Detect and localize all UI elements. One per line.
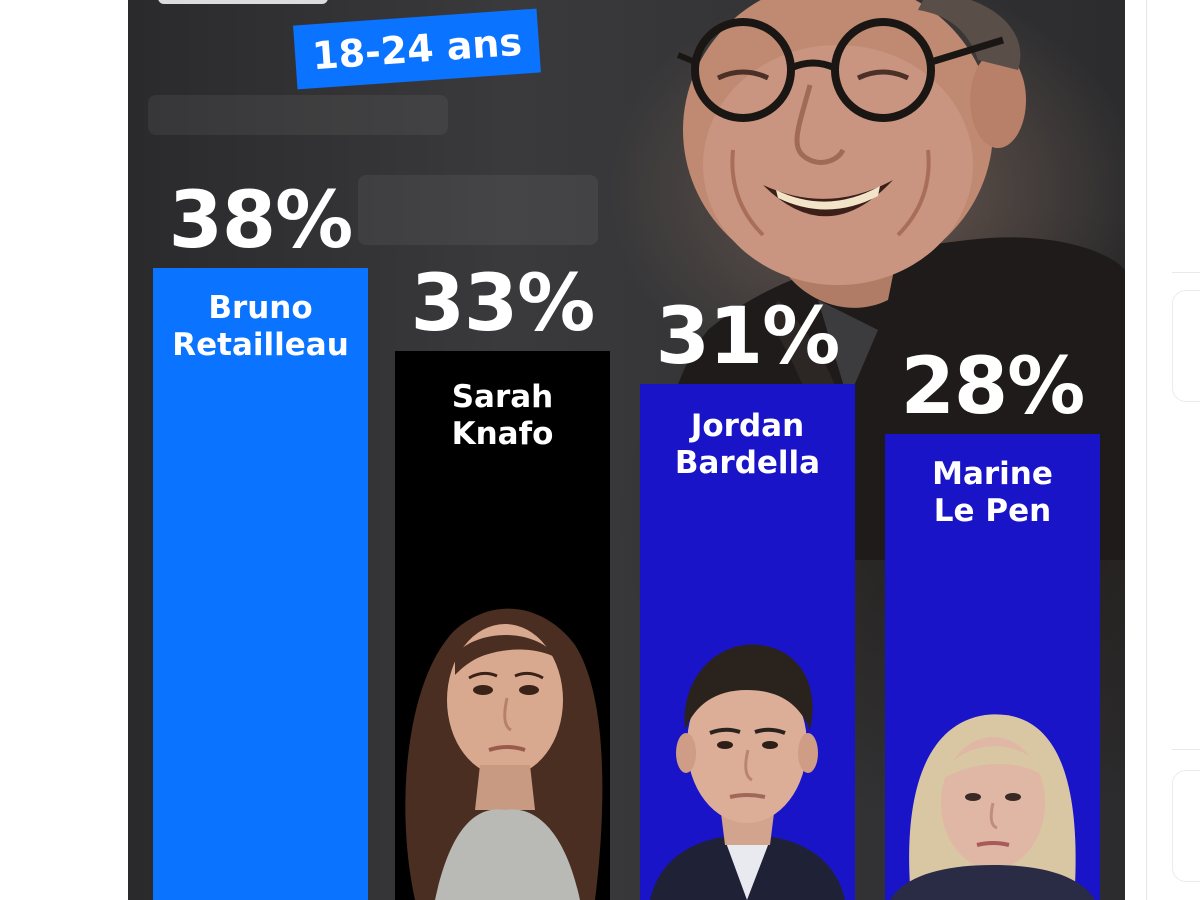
portrait-sarah-knafo-icon xyxy=(405,608,603,900)
poll-graphic: 18-24 ans 38% Bruno Retailleau 33% Sarah… xyxy=(128,0,1125,900)
bar-name-line: Bruno xyxy=(208,290,313,326)
bar-name-line: Jordan xyxy=(690,408,805,444)
bar-marine-le-pen: Marine Le Pen xyxy=(885,434,1100,900)
side-divider xyxy=(1172,272,1200,273)
bar-name-line: Knafo xyxy=(451,416,554,452)
headline-fragment xyxy=(158,0,328,4)
bar-name-line: Le Pen xyxy=(933,493,1052,529)
side-card[interactable] xyxy=(1172,290,1200,402)
value-label-0: 38% xyxy=(168,176,354,266)
bar-name-line: Retailleau xyxy=(172,327,349,363)
bar-name-line: Bardella xyxy=(674,445,821,481)
bar-name-line: Sarah xyxy=(451,379,554,415)
value-label-2: 31% xyxy=(655,292,841,382)
side-card[interactable] xyxy=(1172,770,1200,882)
bar-sarah-knafo: Sarah Knafo xyxy=(395,351,610,900)
side-divider xyxy=(1172,749,1200,750)
bar-name-line: Marine xyxy=(932,456,1053,492)
bar-jordan-bardella: Jordan Bardella xyxy=(640,384,855,900)
value-label-3: 28% xyxy=(900,342,1086,432)
portrait-marine-le-pen-icon xyxy=(890,714,1095,900)
bar-bruno-retailleau: Bruno Retailleau xyxy=(153,268,368,900)
background-blur xyxy=(358,175,598,245)
page-edge xyxy=(1146,0,1147,900)
portrait-jordan-bardella-icon xyxy=(650,644,845,900)
age-group-badge: 18-24 ans xyxy=(293,8,541,90)
background-blur xyxy=(148,95,448,135)
value-label-1: 33% xyxy=(410,259,596,349)
